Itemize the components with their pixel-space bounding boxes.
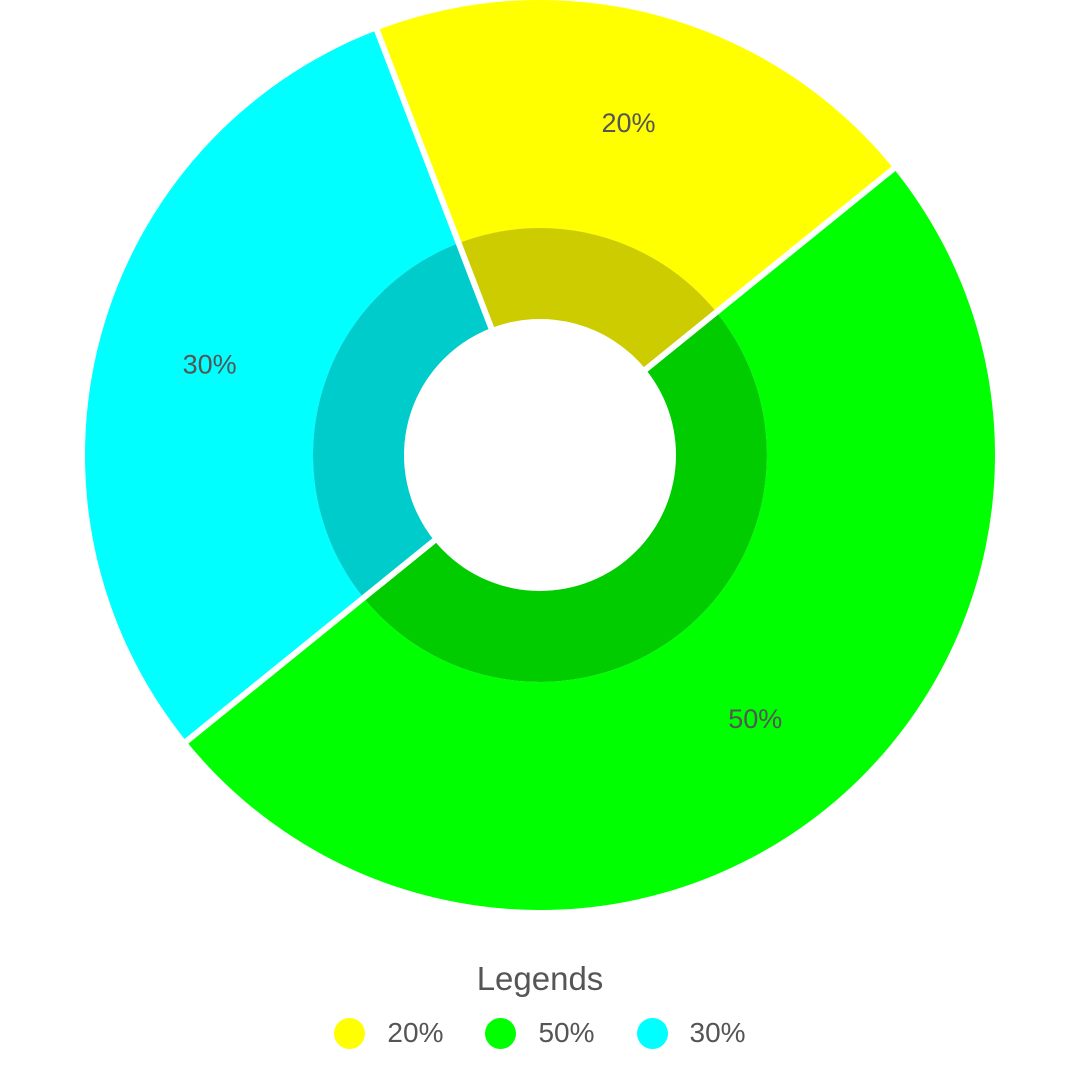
slice-label-yellow: 20% — [601, 108, 655, 138]
legend-item[interactable]: 20% — [334, 1017, 443, 1049]
slice-label-green: 50% — [728, 704, 782, 734]
legend-swatch-yellow — [334, 1017, 366, 1049]
slice-inner-yellow[interactable] — [458, 228, 717, 370]
legend-label: 20% — [387, 1017, 444, 1048]
slice-label-cyan: 30% — [183, 350, 237, 380]
slice-separator — [372, 25, 495, 331]
legend-item[interactable]: 30% — [636, 1017, 746, 1049]
slice-separator — [181, 536, 438, 747]
legend-label: 50% — [538, 1017, 595, 1048]
legend: Legends 20% 50% 30% — [0, 955, 1080, 1049]
slice-inner-green[interactable] — [363, 312, 767, 682]
legend-item[interactable]: 50% — [485, 1017, 595, 1049]
slice-inner-cyan[interactable] — [313, 243, 492, 598]
slice-outer-green[interactable] — [186, 168, 996, 910]
legend-items: 20% 50% 30% — [0, 1017, 1080, 1049]
slice-outer-yellow[interactable] — [376, 0, 894, 313]
slice-separator — [642, 163, 899, 374]
slice-outer-cyan[interactable] — [85, 30, 459, 742]
legend-label: 30% — [689, 1017, 746, 1048]
legend-swatch-green — [485, 1017, 517, 1049]
legend-swatch-cyan — [636, 1017, 668, 1049]
legend-title: Legends — [476, 960, 604, 997]
